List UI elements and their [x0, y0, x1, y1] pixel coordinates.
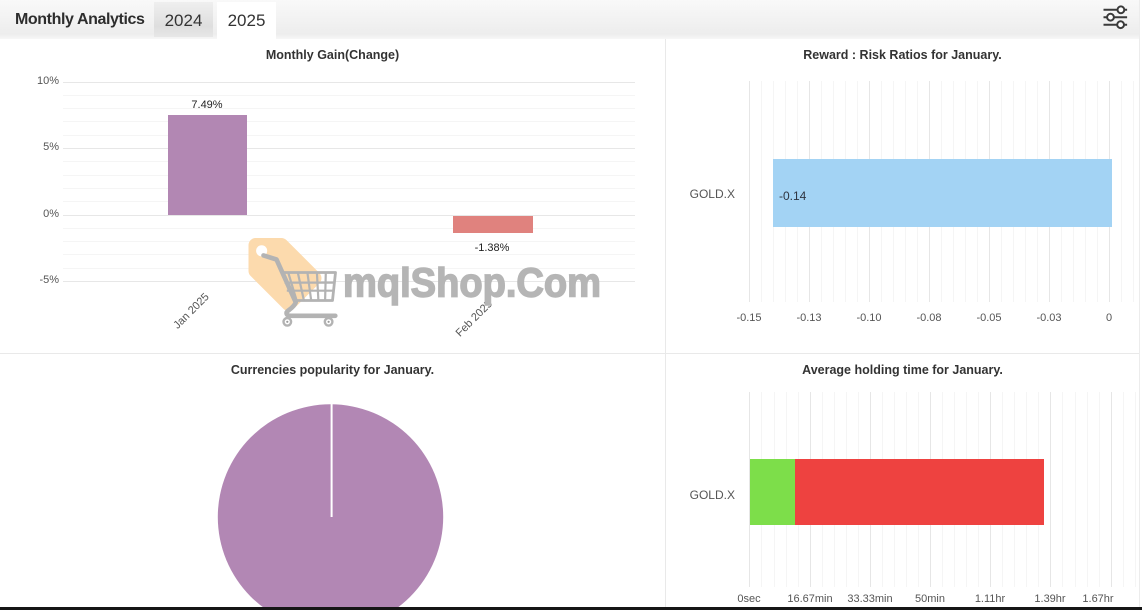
svg-text:mqlShop.Com: mqlShop.Com [343, 260, 601, 306]
